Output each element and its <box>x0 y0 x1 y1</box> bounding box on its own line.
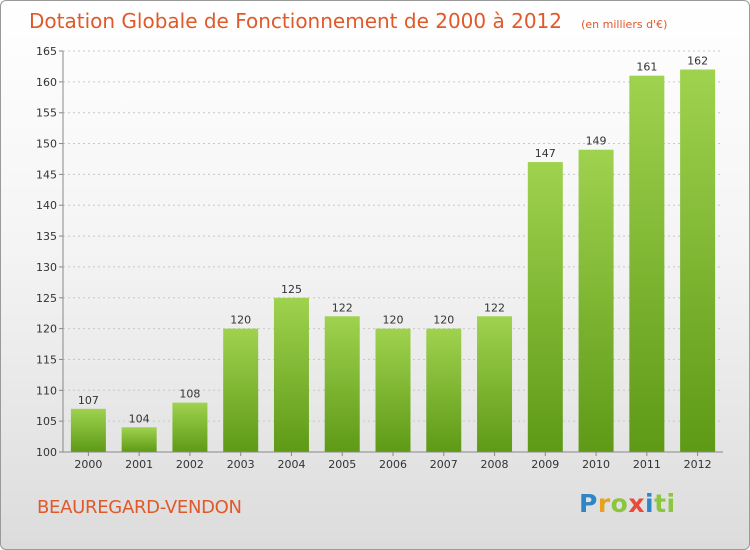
logo-letter: o <box>610 489 629 518</box>
bar-value-label: 120 <box>383 314 404 327</box>
x-tick-label: 2010 <box>582 458 610 471</box>
x-tick-label: 2000 <box>74 458 102 471</box>
bar <box>426 328 462 452</box>
bar <box>477 316 513 452</box>
bar <box>578 149 614 452</box>
y-tick-label: 150 <box>36 138 57 151</box>
bar-value-label: 104 <box>129 412 150 425</box>
x-tick-label: 2012 <box>684 458 712 471</box>
chart-subtitle: (en milliers d'€) <box>581 18 668 31</box>
logo-letter: r <box>597 489 611 518</box>
y-tick-label: 140 <box>36 199 57 212</box>
y-tick-label: 120 <box>36 323 57 336</box>
bar-value-label: 149 <box>586 135 607 148</box>
logo-letter: x <box>628 489 645 518</box>
x-tick-label: 2002 <box>176 458 204 471</box>
bar <box>375 328 411 452</box>
bar <box>273 297 309 452</box>
bar-value-label: 161 <box>636 61 657 74</box>
x-tick-label: 2006 <box>379 458 407 471</box>
chart-title: Dotation Globale de Fonctionnement de 20… <box>29 9 562 33</box>
x-tick-label: 2001 <box>125 458 153 471</box>
bar <box>680 69 716 452</box>
logo-letter: i <box>645 489 655 518</box>
y-tick-label: 135 <box>36 230 57 243</box>
bar-value-label: 108 <box>179 388 200 401</box>
proxiti-logo: Proxiti <box>579 489 676 518</box>
bar-value-label: 125 <box>281 283 302 296</box>
bar <box>629 75 665 452</box>
logo-letter: ti <box>654 489 676 518</box>
bar-value-label: 122 <box>484 301 505 314</box>
x-tick-label: 2007 <box>430 458 458 471</box>
logo-letter: P <box>579 489 598 518</box>
bar-value-label: 120 <box>230 314 251 327</box>
y-tick-label: 105 <box>36 415 57 428</box>
x-tick-label: 2011 <box>633 458 661 471</box>
y-tick-label: 155 <box>36 107 57 120</box>
bar-value-label: 122 <box>332 301 353 314</box>
x-tick-label: 2009 <box>531 458 559 471</box>
y-tick-label: 130 <box>36 261 57 274</box>
bar <box>223 328 259 452</box>
bar <box>121 427 157 452</box>
y-tick-label: 115 <box>36 353 57 366</box>
bar <box>324 316 360 452</box>
x-tick-label: 2008 <box>481 458 509 471</box>
bar-value-label: 162 <box>687 55 708 68</box>
y-tick-label: 165 <box>36 45 57 58</box>
x-tick-label: 2004 <box>277 458 305 471</box>
y-tick-label: 125 <box>36 292 57 305</box>
y-tick-label: 160 <box>36 76 57 89</box>
y-tick-label: 110 <box>36 384 57 397</box>
x-axis: 2000 2001 2002 2003 2004 2005 2006 2007 2008 2009… <box>63 451 723 471</box>
x-tick-label: 2003 <box>227 458 255 471</box>
commune-name: BEAUREGARD-VENDON <box>37 497 242 518</box>
bar-value-label: 120 <box>433 314 454 327</box>
y-tick-label: 145 <box>36 168 57 181</box>
bar-value-label: 107 <box>78 394 99 407</box>
bar-value-label: 147 <box>535 147 556 160</box>
y-axis: 100 105 110 115 120 125 130 135 140 145 150 155 160 1… <box>36 45 64 459</box>
y-tick-label: 100 <box>36 446 57 459</box>
bar <box>527 162 563 453</box>
title-row: Dotation Globale de Fonctionnement de 20… <box>29 9 667 33</box>
bars: 107 104 108 120 125 122 120 120 122 147 149 161 162 <box>70 55 716 453</box>
bar <box>70 408 106 452</box>
bar <box>172 402 208 452</box>
x-tick-label: 2005 <box>328 458 356 471</box>
